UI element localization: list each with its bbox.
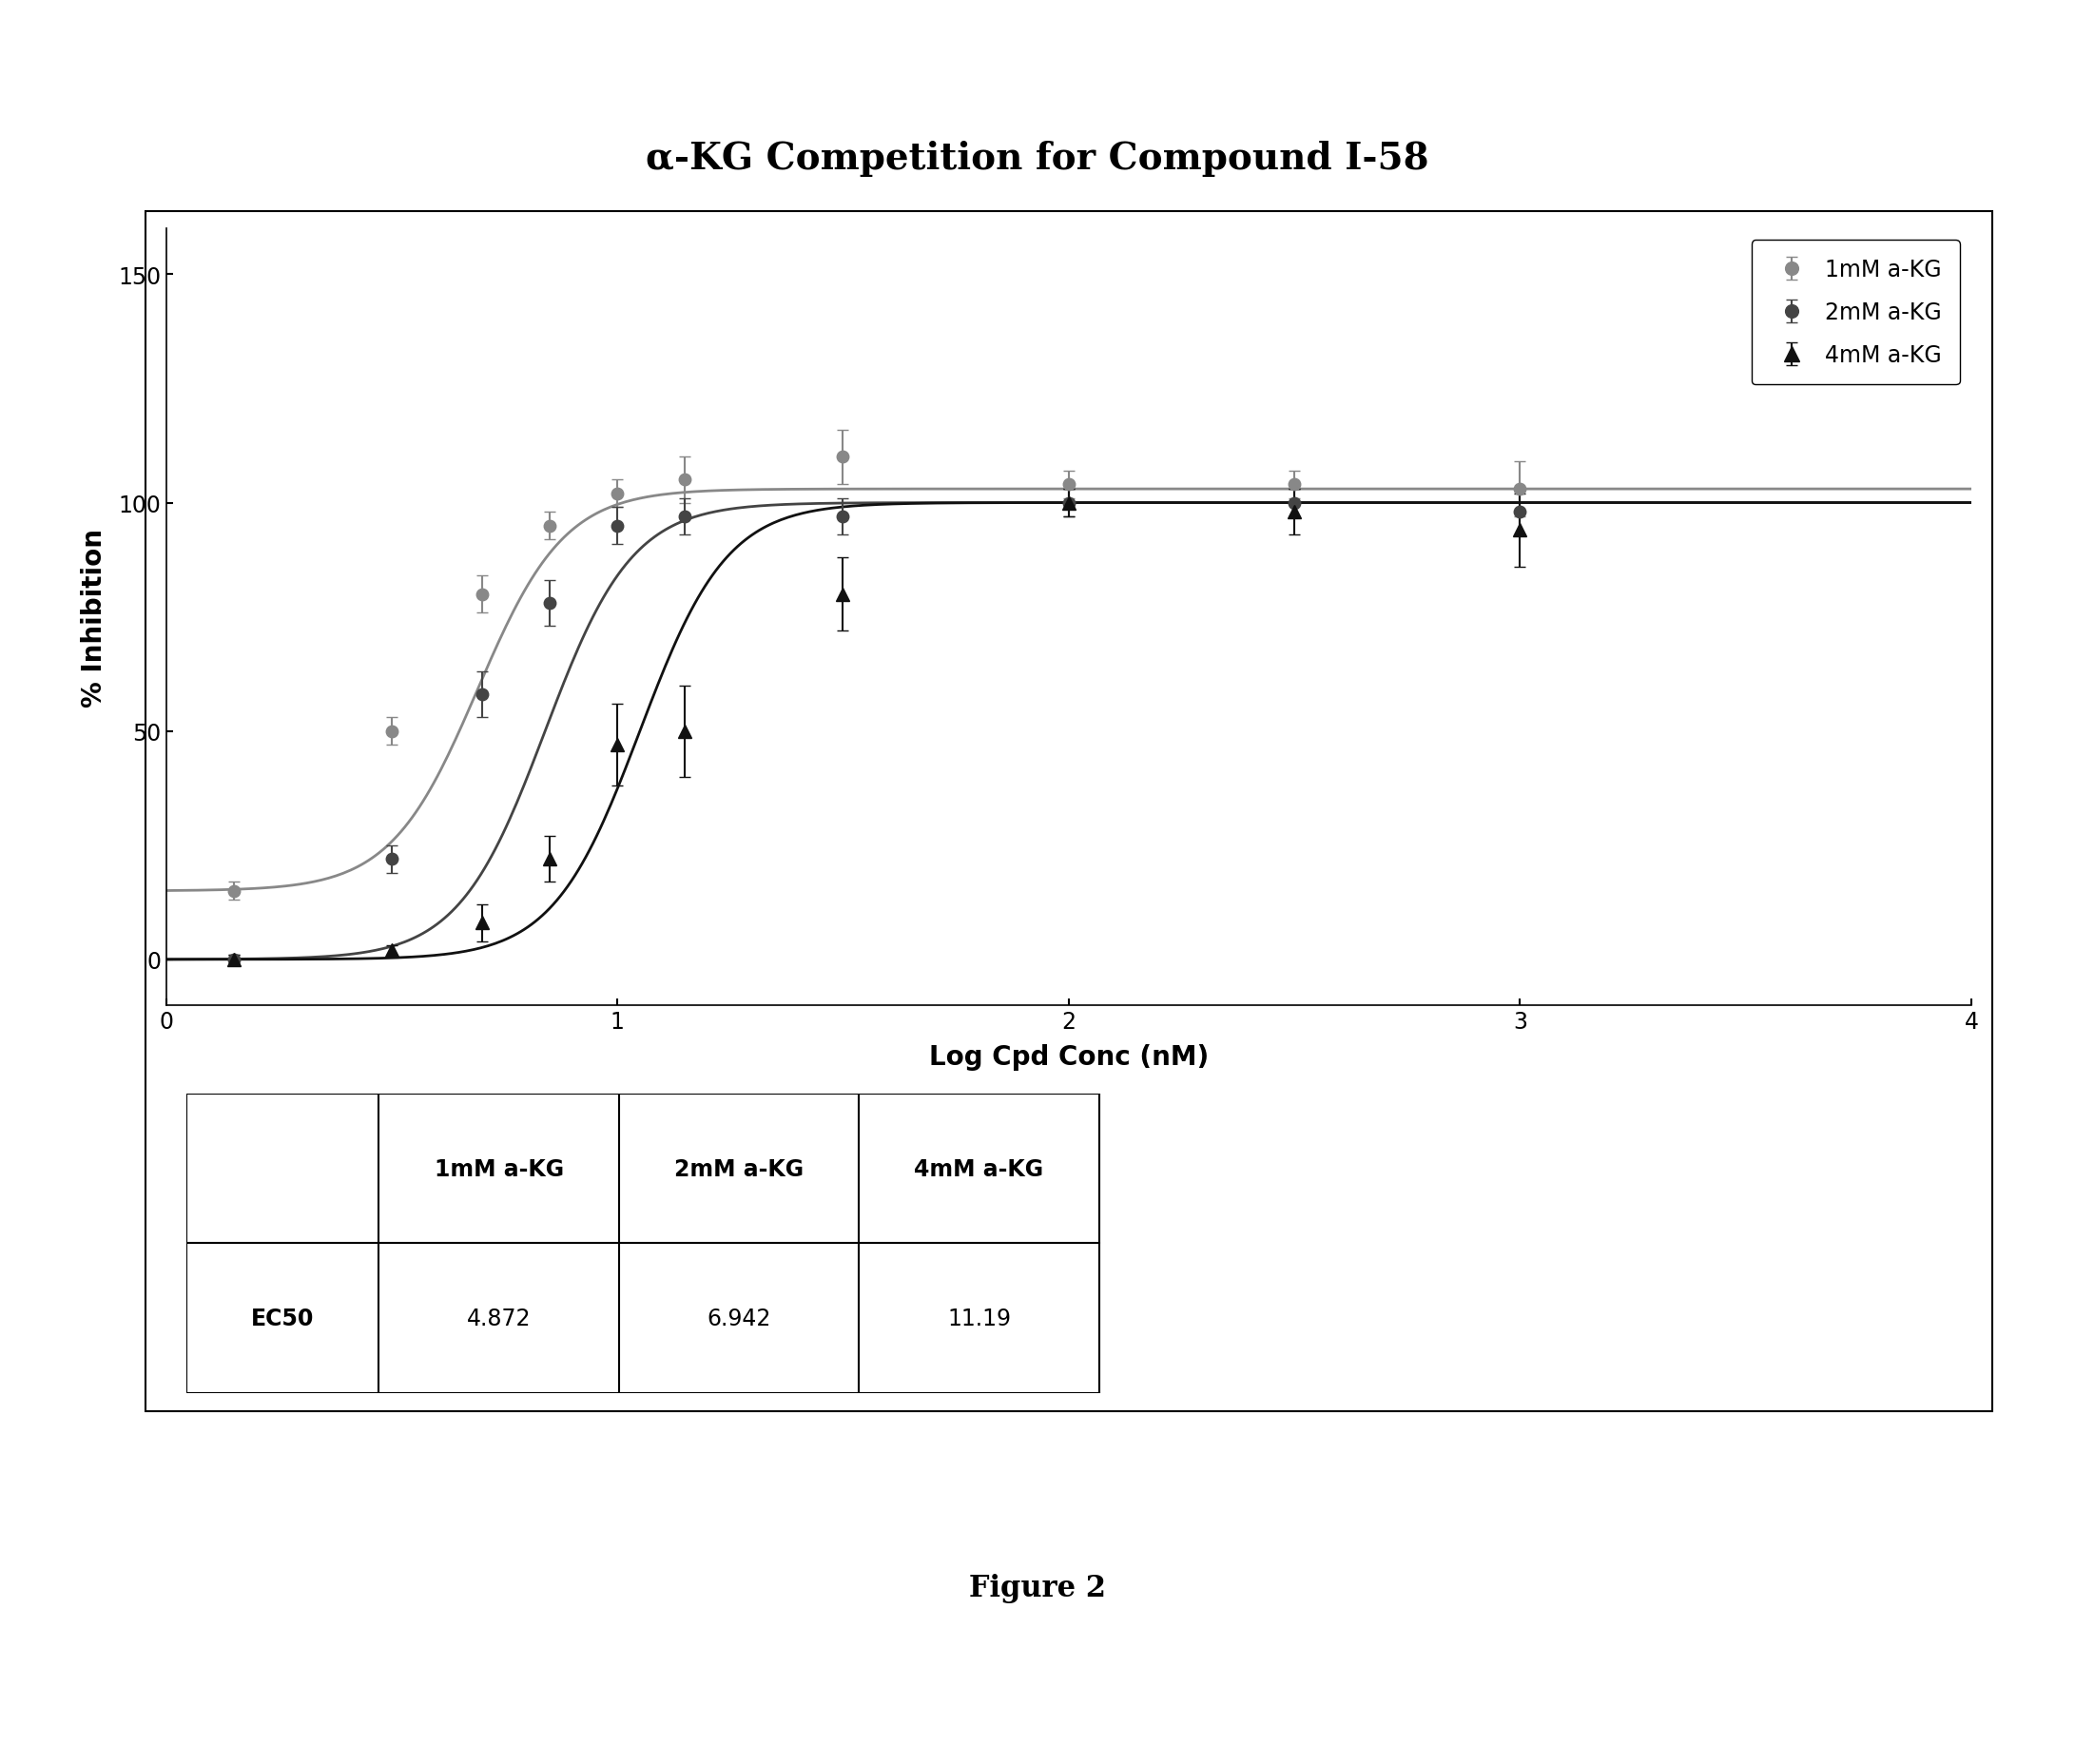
Text: α-KG Competition for Compound I-58: α-KG Competition for Compound I-58: [645, 141, 1430, 176]
Text: 2mM a-KG: 2mM a-KG: [674, 1157, 803, 1180]
Legend: 1mM a-KG, 2mM a-KG, 4mM a-KG: 1mM a-KG, 2mM a-KG, 4mM a-KG: [1751, 240, 1961, 385]
Text: EC50: EC50: [251, 1307, 313, 1330]
Y-axis label: % Inhibition: % Inhibition: [81, 527, 108, 707]
X-axis label: Log Cpd Conc (nM): Log Cpd Conc (nM): [930, 1044, 1208, 1071]
Text: 11.19: 11.19: [946, 1307, 1011, 1330]
Text: 4mM a-KG: 4mM a-KG: [915, 1157, 1044, 1180]
Text: 4.872: 4.872: [467, 1307, 531, 1330]
Text: 1mM a-KG: 1mM a-KG: [434, 1157, 564, 1180]
Text: Figure 2: Figure 2: [969, 1573, 1106, 1602]
Text: 6.942: 6.942: [708, 1307, 772, 1330]
